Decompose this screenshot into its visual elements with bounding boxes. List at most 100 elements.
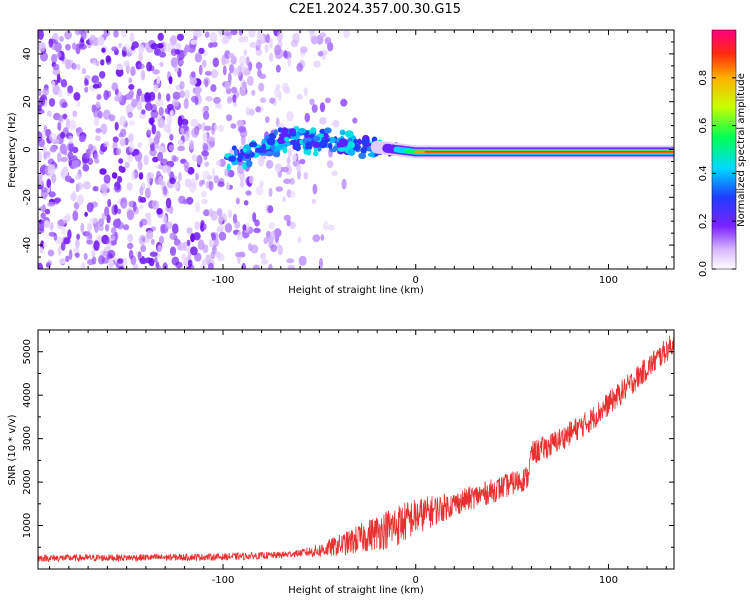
- snr-ytick-label: 3000: [22, 426, 33, 451]
- spectrogram-noise-dot: [136, 92, 140, 103]
- spectrogram-noise-dot: [203, 223, 207, 230]
- spectrogram-noise-dot: [287, 264, 296, 269]
- spectrogram-noise-dot: [38, 131, 43, 142]
- spectrogram-ridge-blob: [228, 155, 237, 162]
- spectrogram-noise-dot: [144, 92, 152, 101]
- spectrogram-noise-dot: [41, 146, 47, 153]
- spectrogram-noise-dot: [281, 166, 289, 173]
- spectrogram-noise-dot: [67, 151, 74, 160]
- spectrogram-noise-dot: [108, 258, 114, 269]
- spectrogram-noise-dot: [156, 208, 163, 215]
- spectrogram-noise-dot: [38, 177, 43, 187]
- spectrogram-noise-dot: [309, 98, 315, 106]
- spectrogram-noise-dot: [265, 116, 270, 123]
- spectrogram-noise-dot: [111, 82, 119, 92]
- spectrogram-noise-dot: [68, 135, 74, 145]
- spectrogram-noise-dot: [60, 156, 68, 163]
- spectrogram-noise-dot: [223, 30, 232, 37]
- colorbar-gradient: [711, 29, 737, 270]
- colorbar-tick-label: 0.8: [698, 70, 709, 86]
- spectrogram-noise-dot: [127, 111, 133, 119]
- spectrogram-ridge-blob: [337, 147, 347, 152]
- spectrogram-noise-dot: [249, 108, 255, 116]
- spectrogram-noise-dot: [128, 249, 134, 260]
- spectrogram-noise-dot: [41, 204, 46, 213]
- spectrogram-noise-dot: [43, 220, 52, 228]
- spectrogram-noise-dot: [208, 180, 214, 191]
- spectrogram-noise-dot: [60, 53, 65, 62]
- spectrogram-noise-dot: [81, 67, 87, 75]
- spectrogram-noise-dot: [93, 240, 100, 251]
- spectrogram-noise-dot: [286, 111, 294, 122]
- spectrogram-noise-dot: [38, 30, 44, 40]
- spectrogram-noise-dot: [255, 185, 264, 196]
- spectrogram-noise-dot: [80, 223, 85, 233]
- spectrogram-noise-dot: [138, 52, 143, 62]
- spectrogram-noise-dot: [72, 159, 79, 169]
- spectrogram-noise-dot: [227, 53, 235, 58]
- spectrogram-noise-dot: [96, 94, 102, 100]
- spectrogram-noise-dot: [103, 30, 110, 37]
- spectrogram-noise-dot: [320, 234, 325, 241]
- spectrogram-noise-dot: [57, 88, 63, 98]
- spectrogram-noise-dot: [319, 32, 327, 38]
- spectrogram-noise-dot: [275, 64, 281, 73]
- spectrogram-noise-dot: [195, 201, 200, 213]
- spectrogram-noise-dot: [56, 73, 61, 83]
- spectrogram-noise-dot: [209, 32, 218, 43]
- spectrogram-noise-dot: [202, 59, 207, 68]
- colorbar-tick-label: 0.0: [698, 261, 709, 277]
- spectrogram-noise-dot: [258, 82, 265, 92]
- spectrogram-noise-dot: [270, 230, 276, 239]
- spectrogram-noise-dot: [175, 261, 183, 269]
- spectrogram-noise-dot: [154, 257, 158, 263]
- spectrogram-ridge-blob: [336, 141, 345, 148]
- spectrogram-noise-dot: [243, 35, 248, 43]
- spectrogram-noise-dot: [236, 231, 243, 241]
- spectrogram-noise-dot: [256, 39, 262, 49]
- spectrogram-noise-dot: [56, 52, 62, 58]
- spectrogram-xtick-label: 100: [599, 275, 618, 286]
- spectrogram-noise-dot: [51, 173, 57, 184]
- spectrogram-noise-dot: [166, 93, 171, 102]
- spectrogram-noise-dot: [190, 246, 198, 256]
- spectrogram-xlabel: Height of straight line (km): [288, 285, 424, 296]
- snr-ytick-label: 2000: [22, 469, 33, 494]
- spectrogram-noise-dot: [187, 166, 195, 175]
- spectrogram-noise-dot: [281, 82, 289, 93]
- spectrogram-noise-dot: [179, 90, 186, 98]
- spectrogram-ridge-blob: [277, 137, 286, 145]
- spectrogram-noise-dot: [61, 101, 68, 108]
- spectrogram-noise-dot: [184, 165, 189, 173]
- spectrogram-noise-dot: [204, 161, 210, 167]
- spectrogram-noise-dot: [250, 244, 259, 254]
- spectrogram-noise-dot: [189, 77, 197, 86]
- spectrogram-noise-dot: [227, 96, 232, 104]
- spectrogram-noise-dot: [201, 198, 208, 205]
- spectrogram-noise-dot: [85, 230, 92, 240]
- snr-xtick-label: -100: [212, 575, 235, 586]
- spectrogram-noise-dot: [151, 199, 158, 210]
- spectrogram-noise-dot: [211, 126, 215, 136]
- spectrogram-noise-dot: [196, 154, 203, 165]
- spectrogram-noise-dot: [251, 89, 256, 96]
- spectrogram-noise-dot: [48, 38, 54, 48]
- spectrogram-noise-dot: [341, 178, 347, 190]
- spectrogram-noise-dot: [65, 212, 72, 222]
- spectrogram-noise-dot: [242, 224, 247, 231]
- spectrogram-noise-dot: [252, 212, 257, 223]
- spectrogram-ytick-label: 20: [22, 95, 33, 108]
- spectrogram-noise-dot: [131, 171, 136, 181]
- spectrogram-noise-dot: [47, 164, 56, 175]
- spectrogram-noise-dot: [274, 44, 282, 56]
- spectrogram-noise-dot: [205, 254, 211, 265]
- spectrogram-noise-dot: [149, 117, 155, 124]
- colorbar: 0.0 0.2 0.4 0.6 0.8 Normalized spectral ampl…: [698, 29, 747, 277]
- spectrogram-noise-dot: [191, 154, 198, 162]
- spectrogram-noise-dot: [74, 30, 81, 36]
- spectrogram-noise-dot: [47, 201, 56, 207]
- spectrogram-noise-dot: [198, 64, 203, 76]
- spectrogram-noise-dot: [169, 35, 177, 46]
- spectrogram-ridge-blob: [249, 141, 258, 148]
- spectrogram-noise-dot: [68, 120, 77, 131]
